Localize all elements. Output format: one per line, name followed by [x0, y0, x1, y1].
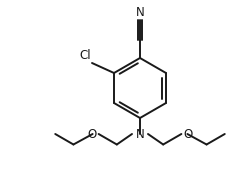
Text: N: N: [136, 6, 144, 19]
Text: Cl: Cl: [79, 49, 91, 62]
Text: N: N: [136, 128, 144, 140]
Text: O: O: [87, 128, 97, 140]
Text: O: O: [183, 128, 193, 140]
